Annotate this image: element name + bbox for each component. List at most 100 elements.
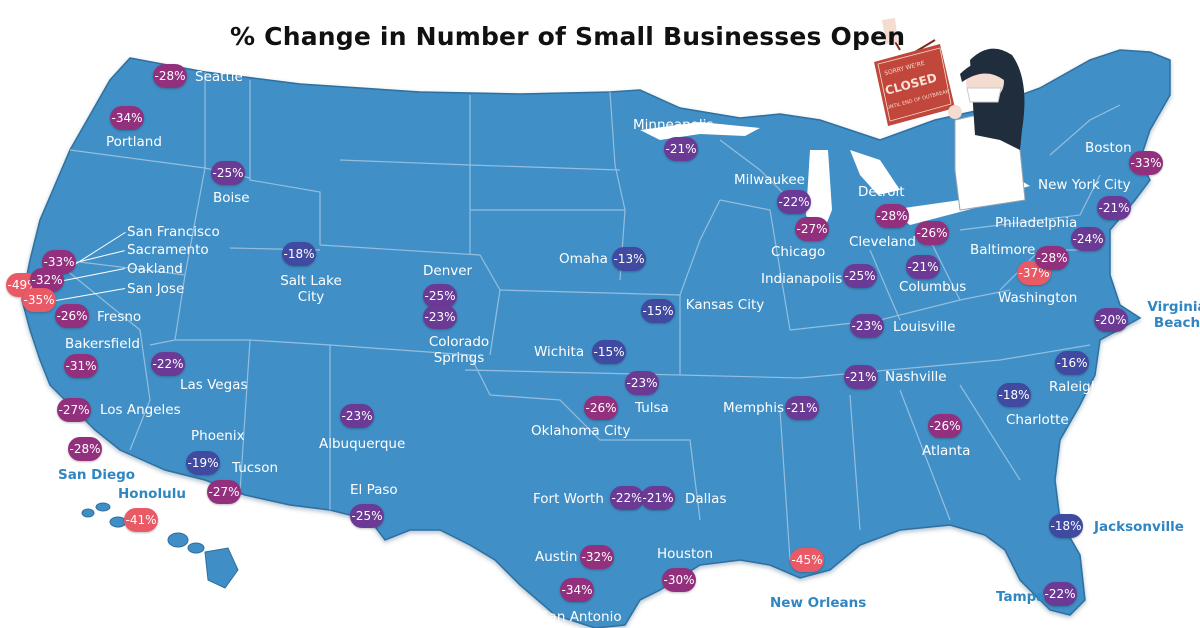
salt-lake-city-label: Salt Lake City	[280, 273, 342, 305]
seattle-change-badge: -28%	[153, 64, 187, 88]
chicago-label: Chicago	[771, 244, 826, 260]
washington-label: Washington	[998, 290, 1078, 306]
baltimore-change-badge: -28%	[1035, 246, 1069, 270]
milwaukee-change-badge: -22%	[777, 190, 811, 214]
boston-change-badge: -33%	[1129, 151, 1163, 175]
chicago-change-badge: -27%	[795, 217, 829, 241]
houston-label: Houston	[657, 546, 714, 562]
albuquerque-label: Albuquerque	[319, 436, 406, 452]
los-angeles-label: Los Angeles	[100, 402, 181, 418]
dallas-label: Dallas	[685, 491, 727, 507]
columbus-label: Columbus	[899, 279, 967, 295]
omaha-label: Omaha	[559, 251, 608, 267]
san-jose-label: San Jose	[127, 281, 185, 297]
new-york-city-label: New York City	[1038, 177, 1131, 193]
phoenix-change-badge: -19%	[186, 451, 220, 475]
jacksonville-label: Jacksonville	[1094, 519, 1184, 535]
las-vegas-change-badge: -22%	[151, 352, 185, 376]
denver-change-badge: -25%	[423, 284, 457, 308]
fresno-change-badge: -26%	[55, 304, 89, 328]
charlotte-label: Charlotte	[1006, 412, 1069, 428]
new-orleans-change-badge: -45%	[790, 548, 824, 572]
kansas-city-label: Kansas City	[685, 297, 765, 313]
san-antonio-label: San Antonio	[540, 609, 622, 625]
wichita-label: Wichita	[534, 344, 585, 360]
tampa-change-badge: -22%	[1043, 582, 1077, 606]
san-antonio-change-badge: -34%	[560, 578, 594, 602]
oklahoma-city-change-badge: -26%	[584, 396, 618, 420]
tucson-change-badge: -27%	[207, 480, 241, 504]
boise-label: Boise	[213, 190, 250, 206]
las-vegas-label: Las Vegas	[180, 377, 248, 393]
new-orleans-label: New Orleans	[770, 595, 867, 611]
cleveland-label: Cleveland	[849, 234, 916, 250]
fort-worth-label: Fort Worth	[533, 491, 604, 507]
san-francisco-label: San Francisco	[127, 224, 220, 240]
san-diego-label: San Diego	[58, 467, 136, 483]
philadelphia-change-badge: -24%	[1071, 227, 1105, 251]
boston-label: Boston	[1085, 140, 1132, 156]
closed-sign-illustration	[874, 18, 1026, 211]
tulsa-label: Tulsa	[635, 400, 669, 416]
detroit-label: Detroit	[858, 184, 905, 200]
oakland-label: Oakland	[127, 261, 183, 277]
wichita-change-badge: -15%	[592, 340, 626, 364]
austin-label: Austin	[535, 549, 578, 565]
milwaukee-label: Milwaukee	[734, 172, 805, 188]
bakersfield-label: Bakersfield	[65, 336, 140, 352]
philadelphia-label: Philadelphia	[995, 215, 1078, 231]
portland-label: Portland	[106, 134, 162, 150]
colorado-springs-change-badge: -23%	[423, 305, 457, 329]
boise-change-badge: -25%	[211, 161, 245, 185]
nashville-label: Nashville	[885, 369, 947, 385]
new-york-city-change-badge: -21%	[1097, 196, 1131, 220]
raleigh-change-badge: -16%	[1055, 351, 1089, 375]
denver-label: Denver	[423, 263, 473, 279]
honolulu-label: Honolulu	[118, 486, 186, 502]
sacramento-label: Sacramento	[127, 242, 209, 258]
el-paso-label: El Paso	[350, 482, 398, 498]
colorado-springs-label: Colorado Springs	[428, 334, 490, 366]
minneapolis-change-badge: -21%	[664, 137, 698, 161]
dallas-change-badge: -21%	[641, 486, 675, 510]
jacksonville-change-badge: -18%	[1049, 514, 1083, 538]
raleigh-label: Raleigh	[1049, 379, 1100, 395]
atlanta-change-badge: -26%	[928, 414, 962, 438]
louisville-label: Louisville	[893, 319, 956, 335]
memphis-label: Memphis	[723, 400, 785, 416]
baltimore-label: Baltimore	[970, 242, 1036, 258]
columbus-change-badge: -21%	[906, 255, 940, 279]
fresno-label: Fresno	[97, 309, 142, 325]
tulsa-change-badge: -23%	[625, 371, 659, 395]
map-title: % Change in Number of Small Businesses O…	[230, 22, 906, 51]
honolulu-change-badge: -41%	[124, 508, 158, 532]
phoenix-label: Phoenix	[191, 428, 245, 444]
salt-lake-city-change-badge: -18%	[282, 242, 316, 266]
detroit-change-badge: -28%	[875, 204, 909, 228]
kansas-city-change-badge: -15%	[641, 299, 675, 323]
atlanta-label: Atlanta	[922, 443, 971, 459]
bakersfield-change-badge: -31%	[64, 354, 98, 378]
indianapolis-change-badge: -25%	[843, 264, 877, 288]
seattle-label: Seattle	[195, 69, 243, 85]
austin-change-badge: -32%	[580, 545, 614, 569]
minneapolis-label: Minneapolis	[633, 117, 714, 133]
el-paso-change-badge: -25%	[350, 504, 384, 528]
san-jose-change-badge: -35%	[22, 288, 56, 312]
houston-change-badge: -30%	[662, 568, 696, 592]
louisville-change-badge: -23%	[850, 314, 884, 338]
omaha-change-badge: -13%	[612, 247, 646, 271]
tucson-label: Tucson	[232, 460, 279, 476]
nashville-change-badge: -21%	[844, 365, 878, 389]
hawaii-islands	[81, 502, 239, 589]
indianapolis-label: Indianapolis	[761, 271, 843, 287]
san-diego-change-badge: -28%	[68, 437, 102, 461]
albuquerque-change-badge: -23%	[340, 404, 374, 428]
cleveland-change-badge: -26%	[915, 221, 949, 245]
portland-change-badge: -34%	[110, 106, 144, 130]
virginia-beach-change-badge: -20%	[1094, 308, 1128, 332]
fort-worth-change-badge: -22%	[610, 486, 644, 510]
virginia-beach-label: Virginia Beach	[1147, 299, 1200, 331]
